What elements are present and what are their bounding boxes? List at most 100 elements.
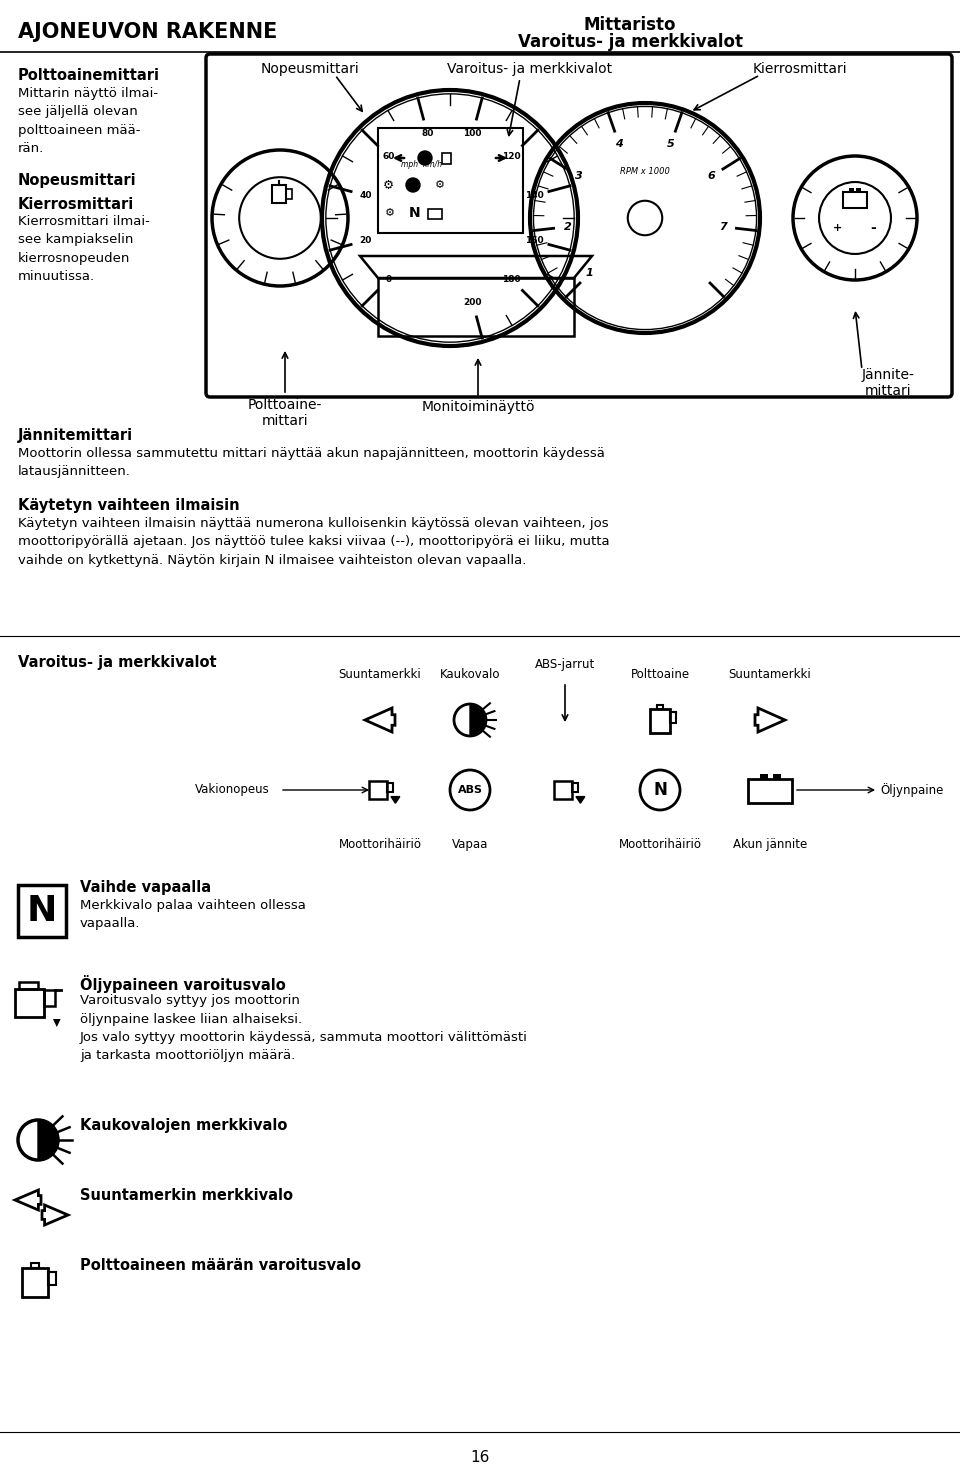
Bar [849,188,854,192]
Bar [571,784,578,793]
Bar [657,705,663,709]
Text: Suuntamerkki: Suuntamerkki [729,668,811,681]
Text: Akun jännite: Akun jännite [732,838,807,851]
Bar [15,988,43,1017]
Text: Vakionopeus: Vakionopeus [195,784,270,797]
Text: Kaukovalojen merkkivalo: Kaukovalojen merkkivalo [80,1119,287,1133]
Text: Nopeusmittari: Nopeusmittari [260,62,359,76]
Text: 6: 6 [708,172,715,182]
Text: ⚙: ⚙ [385,208,395,219]
Text: Polttoainemittari: Polttoainemittari [18,68,160,84]
Text: Polttoaine: Polttoaine [631,668,689,681]
Text: 80: 80 [421,129,434,138]
Bar [428,208,442,219]
Text: 7: 7 [719,222,727,232]
Bar [48,1271,56,1286]
Bar [387,784,394,793]
Polygon shape [38,1120,58,1160]
Text: Varoitus- ja merkkivalot: Varoitus- ja merkkivalot [517,32,742,51]
Text: 3: 3 [575,172,583,182]
Text: -: - [870,222,876,235]
FancyBboxPatch shape [206,54,952,396]
Text: 100: 100 [464,129,482,138]
Text: Polttoaine-
mittari: Polttoaine- mittari [248,398,323,429]
Text: 1: 1 [586,269,593,279]
Text: ⚙: ⚙ [382,179,394,191]
Text: ABS-jarrut: ABS-jarrut [535,658,595,671]
Bar [18,885,66,937]
Bar [760,774,768,780]
Text: Kaukovalo: Kaukovalo [440,668,500,681]
Bar [286,189,292,200]
Text: 0: 0 [385,275,392,283]
Text: Merkkivalo palaa vaihteen ollessa
vapaalla.: Merkkivalo palaa vaihteen ollessa vapaal… [80,898,306,931]
Text: 16: 16 [470,1450,490,1465]
Text: Suuntamerkin merkkivalo: Suuntamerkin merkkivalo [80,1188,293,1202]
Text: 40: 40 [360,191,372,200]
Text: RPM x 1000: RPM x 1000 [620,167,670,176]
Circle shape [418,151,432,164]
Bar [22,1268,48,1298]
Text: Moottorin ollessa sammutettu mittari näyttää akun napajännitteen, moottorin käyd: Moottorin ollessa sammutettu mittari näy… [18,446,605,479]
Text: Jännitemittari: Jännitemittari [18,429,133,443]
Text: 140: 140 [525,191,543,200]
Bar [650,709,670,733]
Text: 200: 200 [464,298,482,307]
Text: Kierrosmittari ilmai-
see kampiakselin
kierrosnopeuden
minuutissa.: Kierrosmittari ilmai- see kampiakselin k… [18,214,150,283]
Text: ABS: ABS [458,785,483,796]
Text: N: N [409,206,420,220]
Text: 120: 120 [502,153,521,161]
Bar [748,780,792,803]
Polygon shape [470,705,486,735]
Bar [43,991,55,1006]
Text: Varoitus- ja merkkivalot: Varoitus- ja merkkivalot [18,655,217,669]
Bar [378,277,574,336]
Text: +: + [832,223,842,233]
Text: ⚙: ⚙ [435,181,445,189]
Text: Käytetyn vaihteen ilmaisin: Käytetyn vaihteen ilmaisin [18,498,240,512]
Bar [369,781,387,799]
Text: 4: 4 [615,139,623,150]
Bar [19,982,37,988]
Text: 20: 20 [360,236,372,245]
Text: Jännite-
mittari: Jännite- mittari [861,368,915,398]
Text: Moottorihäiriö: Moottorihäiriö [339,838,421,851]
Text: Kierrosmittari: Kierrosmittari [753,62,848,76]
Text: Moottorihäiriö: Moottorihäiriö [618,838,702,851]
Bar [843,192,867,208]
Text: Monitoiminäyttö: Monitoiminäyttö [421,399,535,414]
Text: Kierrosmittari: Kierrosmittari [18,197,134,211]
Bar [378,128,523,233]
Bar [272,185,286,203]
Text: AJONEUVON RAKENNE: AJONEUVON RAKENNE [18,22,277,43]
Text: Vapaa: Vapaa [452,838,489,851]
Text: Mittarin näyttö ilmai-
see jäljellä olevan
polttoaineen mää-
rän.: Mittarin näyttö ilmai- see jäljellä olev… [18,87,158,156]
Text: 180: 180 [502,275,521,283]
Text: Vaihde vapaalla: Vaihde vapaalla [80,879,211,895]
Text: N: N [653,781,667,799]
Bar [773,774,781,780]
Text: Käytetyn vaihteen ilmaisin näyttää numerona kulloisenkin käytössä olevan vaihtee: Käytetyn vaihteen ilmaisin näyttää numer… [18,517,610,567]
Text: Öljypaineen varoitusvalo: Öljypaineen varoitusvalo [80,975,286,992]
Text: Nopeusmittari: Nopeusmittari [18,173,136,188]
Polygon shape [576,797,585,803]
Text: Varoitus- ja merkkivalot: Varoitus- ja merkkivalot [447,62,612,76]
Text: Varoitusvalo syttyy jos moottorin
öljynpaine laskee liian alhaiseksi.
Jos valo s: Varoitusvalo syttyy jos moottorin öljynp… [80,994,528,1063]
Text: 2: 2 [564,222,571,232]
Bar [554,781,571,799]
Text: 60: 60 [382,153,395,161]
Text: Öljynpaine: Öljynpaine [880,782,944,797]
Circle shape [406,178,420,192]
Text: mph  km/h: mph km/h [401,160,443,169]
Text: Mittaristo: Mittaristo [584,16,676,34]
Text: N: N [27,894,58,928]
Text: Polttoaineen määrän varoitusvalo: Polttoaineen määrän varoitusvalo [80,1258,361,1273]
Bar [442,153,451,164]
Bar [670,712,676,722]
Polygon shape [391,797,399,803]
Text: 160: 160 [525,236,543,245]
Bar [31,1264,39,1268]
Text: 5: 5 [667,139,675,150]
Text: Suuntamerkki: Suuntamerkki [339,668,421,681]
Bar [856,188,861,192]
